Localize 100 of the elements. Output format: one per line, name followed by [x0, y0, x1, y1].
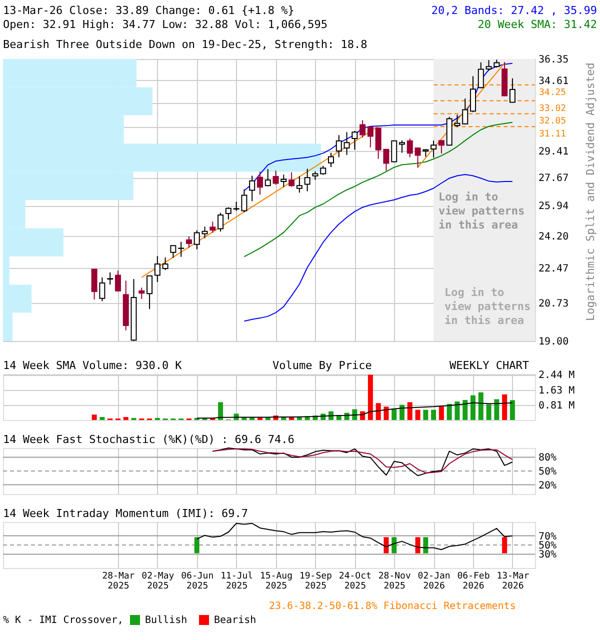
candlestick	[406, 138, 413, 158]
y-tick-label: 25.94	[538, 201, 569, 212]
text: 20 Week SMA: 31.42	[478, 18, 597, 31]
candlestick	[336, 134, 342, 158]
candlestick	[430, 140, 437, 158]
annotation: Log in to view patterns in this area	[444, 286, 531, 327]
bar	[438, 406, 444, 420]
chart-subtitle: Open: 32.91 High: 34.77 Low: 32.88 Vol: 1,066,595	[3, 18, 328, 31]
text: WEEKLY CHART	[450, 359, 530, 372]
y-tick-label: 29.41	[538, 146, 569, 158]
bar	[92, 414, 97, 420]
bar	[423, 410, 428, 420]
y-tick-label: 20%	[538, 480, 557, 492]
candlestick	[249, 175, 256, 202]
bar	[494, 399, 500, 420]
candlestick	[272, 170, 279, 186]
text: Volume By Price	[272, 359, 372, 372]
text: 20,2 Bands: 27.42 , 35.99	[431, 4, 597, 17]
y-tick-label: 27.67	[538, 173, 569, 184]
candlestick	[194, 230, 200, 250]
candlestick	[414, 148, 421, 168]
bar	[368, 374, 373, 420]
candlestick	[509, 78, 516, 104]
x-tick-label: 11-Jul 2025	[220, 572, 254, 592]
candlestick	[367, 126, 374, 148]
y-tick-label: 36.35	[538, 54, 569, 66]
y-tick-label: 0.81 M	[538, 400, 575, 412]
y-tick-label: 19.00	[538, 336, 569, 348]
bar	[400, 404, 404, 420]
x-tick-label: 15-Aug 2025	[260, 572, 293, 592]
bar	[454, 401, 460, 420]
bar	[431, 410, 436, 420]
x-tick-label: 02-May 2025	[142, 572, 175, 592]
text: Bearish Three Outside Down on 19-Dec-25, Strength: 18.8	[3, 38, 368, 51]
bar	[352, 409, 358, 420]
bar	[376, 403, 381, 420]
legend-label: Bearish	[214, 615, 256, 626]
x-tick-label: 19-Sep 2025	[299, 572, 332, 592]
candlestick	[256, 171, 263, 196]
candlestick	[288, 172, 295, 188]
x-tick-label: 13-Mar 2026	[496, 572, 530, 592]
y-tick-label: 50%	[538, 466, 557, 478]
candlestick	[391, 140, 398, 163]
chart-title: 14 Week SMA Volume: 930.0 K	[3, 359, 182, 372]
chart-title: 14 Week Fast Stochastic (%K)(%D) : 69.6 74.6	[3, 433, 294, 446]
y-tick-label: 1.63 M	[538, 385, 575, 396]
candlestick	[478, 62, 484, 89]
candlestick	[154, 256, 160, 283]
chart-title: 13-Mar-26 Close: 33.89 Change: 0.61 {+1.8 %}	[3, 4, 294, 17]
candlestick	[360, 120, 366, 138]
candlestick	[210, 221, 216, 234]
candlestick	[280, 174, 287, 188]
x-tick-label: 02-Jan 2026	[418, 572, 450, 592]
y-axis-title: Split and Dividend Adjusted	[584, 62, 597, 242]
candlestick	[462, 98, 468, 125]
candlestick	[202, 226, 208, 239]
candlestick	[178, 241, 184, 258]
x-tick-label: 24-Oct 2025	[338, 572, 372, 592]
candlestick	[399, 140, 405, 154]
ref-line-label: 31.11	[539, 130, 566, 140]
line-series	[244, 62, 513, 192]
candlestick	[186, 236, 192, 248]
candlestick	[107, 272, 114, 286]
bar	[470, 395, 476, 420]
text: Logarithmic	[584, 248, 597, 322]
ref-line-label: 34.25	[539, 88, 566, 98]
legend-label: Bullish	[145, 615, 188, 626]
y-tick-label: 24.20	[538, 231, 569, 242]
x-tick-label: 06-Feb 2026	[457, 572, 490, 592]
line-series	[196, 402, 513, 419]
x-tick-label: 28-Mar 2025	[102, 572, 136, 592]
candlestick	[146, 275, 153, 310]
y-tick-label: 50%	[538, 540, 557, 552]
y-tick-label: 34.61	[538, 76, 569, 87]
bar	[415, 410, 420, 420]
bar	[384, 406, 389, 420]
candlestick	[470, 76, 476, 113]
candlestick	[170, 245, 176, 258]
bar	[218, 402, 224, 420]
bar	[462, 400, 468, 420]
bar	[478, 392, 484, 420]
x-tick-label: 28-Nov 2025	[378, 572, 411, 592]
ref-line-label: 33.02	[539, 104, 566, 114]
candlestick	[162, 256, 168, 271]
bar	[510, 400, 515, 420]
candlestick	[138, 287, 145, 300]
legend-title: % K - IMI Crossover,	[3, 615, 124, 626]
candlestick	[99, 276, 106, 302]
candlestick	[91, 268, 98, 300]
y-tick-label: 70%	[538, 531, 557, 542]
y-tick-label: 80%	[538, 452, 557, 464]
bar	[502, 394, 508, 420]
y-tick-label: 20.73	[538, 298, 569, 310]
line-series	[196, 522, 513, 550]
y-tick-label: 22.47	[538, 264, 569, 275]
text: 23.6-38.2-50-61.8% Fibonacci Retracements	[269, 601, 516, 612]
ref-line-label: 32.05	[539, 116, 566, 127]
candlestick	[218, 212, 224, 232]
y-tick-label: 30%	[538, 550, 557, 561]
candlestick	[344, 132, 350, 156]
